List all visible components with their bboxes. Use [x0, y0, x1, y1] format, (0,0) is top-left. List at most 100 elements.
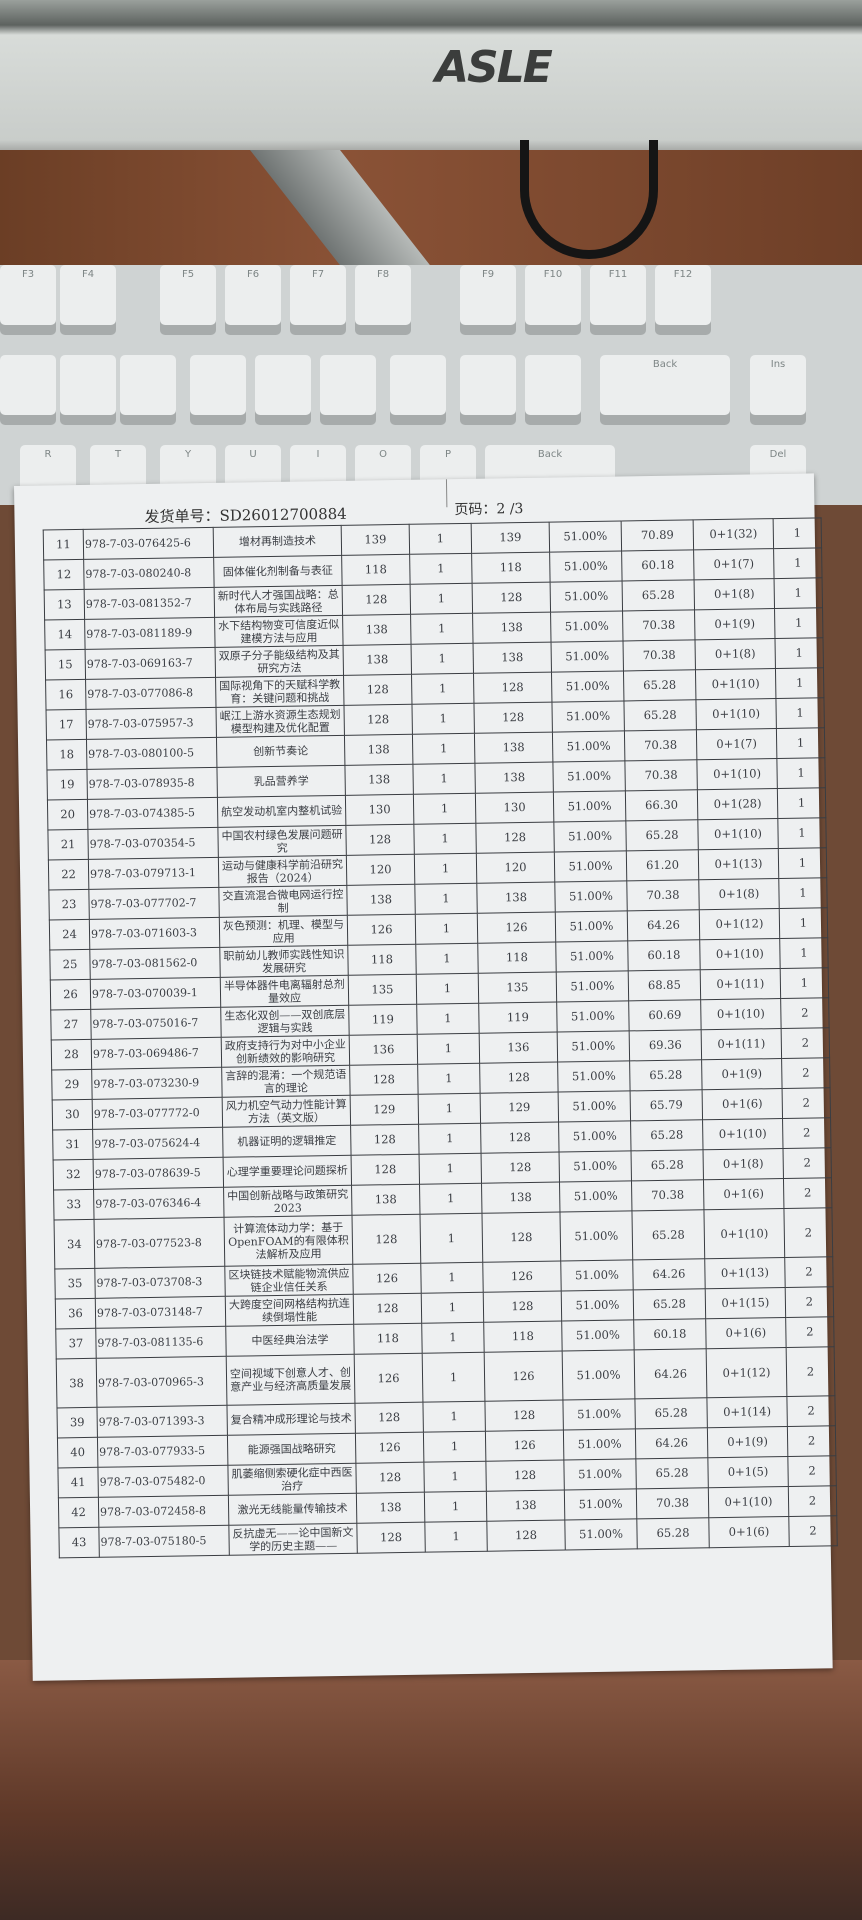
isbn: 978-7-03-074385-5 — [87, 797, 218, 830]
isbn: 978-7-03-076425-6 — [83, 527, 214, 560]
list-price: 119 — [348, 1004, 418, 1036]
book-title: 国际视角下的天赋科学教育：关键问题和挑战 — [215, 675, 344, 708]
book-title: 心理学重要理论问题探析 — [223, 1155, 352, 1188]
list-price: 128 — [345, 824, 415, 856]
discount: 51.00% — [556, 1000, 630, 1033]
box-number: 2 — [782, 1087, 831, 1119]
keyboard-key: F7 — [290, 265, 346, 325]
quantity: 1 — [410, 583, 473, 615]
row-number: 15 — [45, 649, 86, 681]
box-number: 2 — [781, 1027, 830, 1059]
row-number: 24 — [49, 919, 90, 950]
book-title: 灰色预测：机理、模型与应用 — [219, 915, 348, 948]
quantity: 1 — [409, 523, 472, 555]
list-price: 128 — [353, 1293, 422, 1325]
isbn: 978-7-03-080240-8 — [83, 557, 215, 590]
quantity: 1 — [421, 1292, 484, 1324]
net-price: 65.28 — [636, 1517, 710, 1549]
quantity: 1 — [413, 793, 476, 825]
quantity: 1 — [409, 553, 473, 585]
keyboard-key: F12 — [655, 265, 711, 325]
row-number: 14 — [44, 619, 86, 651]
net-price: 65.28 — [631, 1149, 704, 1181]
amount: 128 — [484, 1399, 564, 1432]
gift-count: 0+1(11) — [700, 968, 781, 1000]
isbn: 978-7-03-071603-3 — [89, 917, 220, 950]
row-number: 19 — [46, 769, 88, 801]
list-price: 138 — [346, 884, 416, 916]
gift-count: 0+1(11) — [701, 1028, 782, 1060]
box-number: 2 — [785, 1316, 835, 1348]
isbn: 978-7-03-081135-6 — [95, 1326, 227, 1359]
gift-count: 0+1(9) — [694, 608, 775, 640]
list-price: 120 — [346, 854, 415, 886]
keyboard-key — [525, 355, 581, 415]
list-price: 139 — [341, 524, 410, 556]
list-price: 130 — [345, 794, 414, 826]
gift-count: 0+1(28) — [697, 788, 778, 820]
gift-count: 0+1(12) — [706, 1347, 787, 1398]
quantity: 1 — [410, 613, 474, 645]
list-price: 128 — [342, 584, 411, 616]
book-title: 交直流混合微电网运行控制 — [218, 885, 348, 918]
net-price: 69.36 — [629, 1029, 702, 1061]
list-price: 128 — [350, 1124, 420, 1156]
gift-count: 0+1(32) — [693, 518, 774, 550]
quantity: 1 — [417, 1063, 481, 1095]
box-number: 1 — [775, 667, 824, 699]
discount: 51.00% — [561, 1289, 634, 1322]
book-title: 风力机空气动力性能计算方法（英文版） — [222, 1095, 351, 1128]
box-number: 2 — [780, 997, 830, 1029]
box-number: 2 — [782, 1117, 831, 1149]
quantity: 1 — [412, 733, 475, 765]
keyboard-key: Ins — [750, 355, 806, 415]
discount: 51.00% — [552, 730, 625, 763]
discount: 51.00% — [551, 700, 625, 733]
net-price: 64.26 — [634, 1348, 707, 1399]
row-number: 42 — [58, 1497, 99, 1528]
discount: 51.00% — [558, 1090, 631, 1123]
quantity: 1 — [411, 673, 474, 705]
list-price: 126 — [352, 1263, 422, 1295]
book-title: 岷江上游水资源生态规划模型构建及优化配置 — [216, 705, 345, 738]
box-number: 2 — [787, 1455, 837, 1487]
book-title: 职前幼儿教师实践性知识发展研究 — [219, 945, 349, 978]
box-number: 1 — [774, 577, 823, 609]
discount: 51.00% — [562, 1349, 635, 1400]
gift-count: 0+1(9) — [707, 1426, 788, 1458]
keyboard-key: F8 — [355, 265, 411, 325]
box-number: 1 — [773, 547, 823, 579]
discount: 51.00% — [562, 1398, 636, 1430]
keyboard-key — [60, 355, 116, 415]
box-number: 1 — [778, 877, 828, 909]
row-number: 32 — [53, 1159, 94, 1190]
discount: 51.00% — [554, 850, 627, 883]
amount: 120 — [476, 852, 555, 884]
gift-count: 0+1(12) — [699, 908, 780, 940]
amount: 126 — [485, 1429, 564, 1462]
amount: 126 — [477, 912, 556, 944]
book-title: 航空发动机室内整机试验 — [217, 795, 346, 828]
gift-count: 0+1(13) — [698, 848, 779, 880]
gift-count: 0+1(10) — [695, 698, 777, 730]
quantity: 1 — [412, 763, 476, 795]
amount: 128 — [475, 822, 555, 854]
list-price: 128 — [356, 1522, 426, 1554]
net-price: 65.28 — [623, 699, 697, 731]
row-number: 29 — [51, 1069, 93, 1100]
list-price: 118 — [353, 1323, 423, 1355]
net-price: 65.28 — [622, 579, 695, 611]
gift-count: 0+1(8) — [703, 1148, 784, 1180]
gift-count: 0+1(10) — [708, 1486, 789, 1518]
gift-count: 0+1(10) — [699, 938, 781, 970]
book-title: 复合精冲成形理论与技术 — [226, 1403, 356, 1436]
net-price: 66.30 — [625, 789, 698, 821]
discount: 51.00% — [550, 580, 623, 613]
book-title: 运动与健康科学前沿研究报告（2024） — [218, 855, 347, 888]
list-price: 128 — [355, 1462, 425, 1494]
quantity: 1 — [423, 1431, 486, 1463]
book-title: 反抗虚无——论中国新文学的历史主题—— — [228, 1523, 358, 1556]
box-number: 1 — [777, 817, 827, 849]
net-price: 61.20 — [626, 849, 699, 881]
discount: 51.00% — [563, 1428, 636, 1460]
